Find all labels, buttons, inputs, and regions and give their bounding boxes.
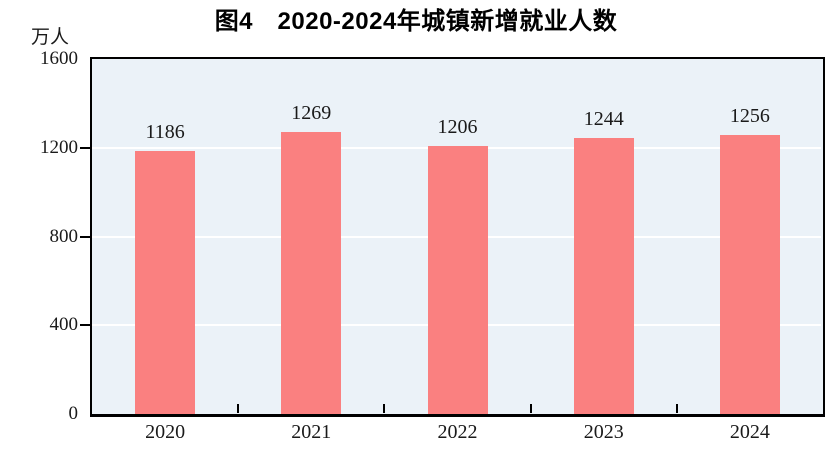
bar-value-label: 1206 — [437, 116, 478, 139]
bar — [281, 132, 342, 414]
y-axis-label: 0 — [68, 403, 79, 424]
x-axis-tick — [383, 404, 386, 413]
bar-value-label: 1269 — [291, 102, 332, 125]
x-axis-label: 2023 — [583, 421, 624, 443]
x-axis-label: 2024 — [729, 421, 770, 443]
bar — [135, 150, 196, 414]
x-axis-tick — [675, 404, 678, 413]
y-axis-label: 400 — [49, 314, 79, 336]
y-axis-tick — [80, 324, 92, 327]
x-axis-label: 2021 — [291, 421, 332, 443]
y-axis-label: 1600 — [40, 48, 78, 69]
chart-title: 图4 2020-2024年城镇新增就业人数 — [214, 8, 618, 35]
bar — [573, 137, 634, 414]
x-axis-tick — [237, 404, 240, 413]
y-axis-unit-label: 万人 — [31, 27, 70, 48]
bar — [719, 135, 780, 414]
bar — [427, 146, 488, 414]
x-axis-label: 2020 — [145, 421, 186, 443]
bar-value-label: 1244 — [583, 107, 624, 130]
y-axis-tick — [80, 146, 92, 149]
y-axis-label: 800 — [49, 225, 79, 247]
x-axis-label: 2022 — [437, 421, 478, 443]
y-axis-tick — [80, 235, 92, 238]
x-axis-tick — [529, 404, 532, 413]
bar-value-label: 1256 — [729, 105, 770, 128]
y-axis-label: 1200 — [40, 136, 78, 158]
bar-value-label: 1186 — [145, 120, 185, 143]
